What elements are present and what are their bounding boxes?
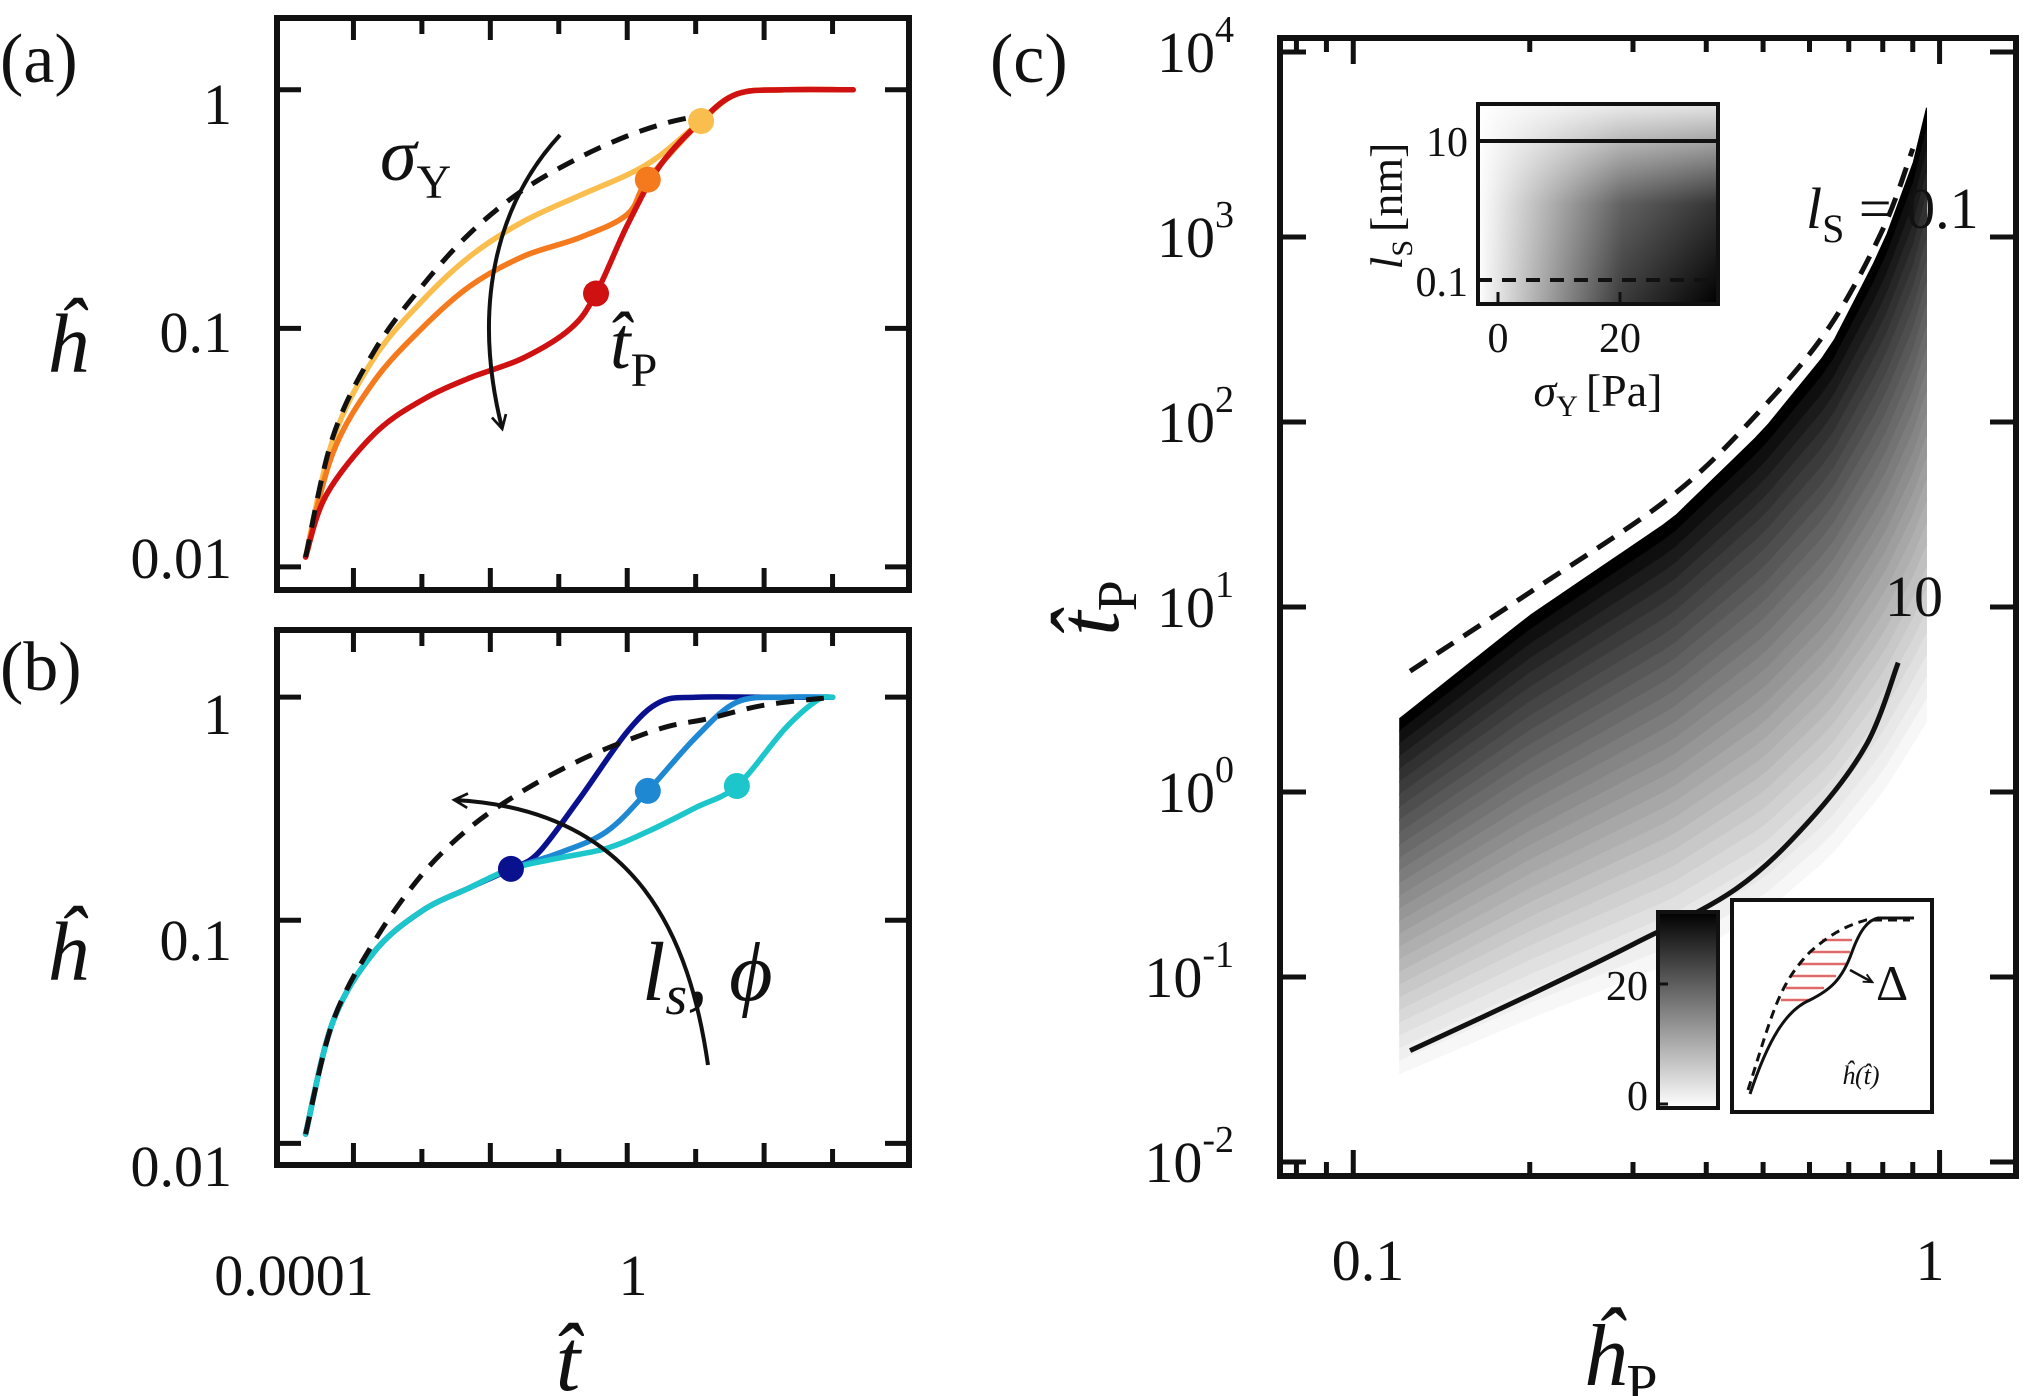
panel-c-ylabel: t̂P — [1041, 580, 1149, 636]
inset-top-ytick-0-1: 0.1 — [1416, 260, 1469, 306]
panel-c-xtick-0-1: 0.1 — [1332, 1228, 1405, 1293]
panel-b-marker-3 — [723, 772, 750, 799]
panel-c-ytick-label: 103 — [1157, 194, 1234, 270]
panel-c-plot-area — [1399, 107, 1927, 1075]
panel-b: (b) 1 0.1 0.01 ĥ 0.0001 1 t̂ ls, ϕ — [0, 627, 912, 1396]
panel-a-frame — [274, 15, 912, 593]
panel-c-ytick-labels: 104 103 102 101 100 10-1 10-2 — [1144, 9, 1234, 1195]
panel-a-sigma-arrow — [487, 133, 562, 428]
panel-b-xtick-1: 1 — [619, 1243, 648, 1308]
inset-top-ytick-10: 10 — [1426, 120, 1468, 166]
panel-c-line-ls-10 — [1409, 661, 1901, 1053]
panel-a-ytick-0-01: 0.01 — [131, 526, 233, 591]
panel-b-series-1 — [302, 694, 836, 1137]
panel-c-colorbar: 20 0 — [1606, 910, 1720, 1120]
inset-top-xtick-20: 20 — [1599, 316, 1641, 362]
inset-top-shading-overlay — [1478, 104, 1718, 304]
panel-a-ytick-1: 1 — [203, 72, 232, 137]
panel-c-curve-label-ls-0-1: lS = 0.1 — [1806, 176, 1979, 251]
panel-c-line-ls-0-1 — [1408, 147, 1916, 674]
panel-c-xtick-1: 1 — [1916, 1228, 1945, 1293]
schematic-arrow — [1849, 968, 1872, 982]
panel-c-inset-ls-vs-sigma: 0 20 10 0.1 σY [Pa] lS[nm] — [1361, 102, 1720, 423]
panel-c-band-strip — [1399, 697, 1927, 1075]
panel-b-arrow-label: ls, ϕ — [642, 926, 773, 1027]
panel-b-ytick-0-01: 0.01 — [131, 1134, 233, 1199]
panel-b-reference-dashed — [303, 694, 833, 1135]
panel-a-reference-dashed — [303, 113, 702, 558]
schematic-dashed-curve — [1746, 918, 1910, 1091]
panel-b-frame — [274, 627, 912, 1168]
schematic-delta-label: Δ — [1876, 955, 1908, 1011]
panel-b-marker-1 — [497, 855, 524, 882]
panel-b-ylabel: ĥ — [46, 905, 89, 999]
inset-top-xtick-0: 0 — [1488, 316, 1509, 362]
colorbar-tick-0: 0 — [1627, 1074, 1648, 1120]
panel-b-xtick-0-0001: 0.0001 — [214, 1243, 374, 1308]
panel-b-plot-area — [302, 694, 836, 1137]
panel-a-arrow-label: σY — [380, 115, 451, 209]
inset-top-frame — [1476, 102, 1720, 306]
panel-b-ticks — [277, 630, 909, 1165]
panel-b-label: (b) — [0, 629, 82, 706]
panel-c-ticks — [1280, 38, 2016, 1176]
panel-a-ticks — [277, 18, 909, 590]
panel-a: (a) 1 0.1 0.01 ĥ σY t̂P — [0, 15, 912, 593]
panel-c-ytick-label: 104 — [1157, 9, 1234, 85]
panel-b-series-2 — [302, 694, 836, 1137]
panel-a-label: (a) — [0, 21, 78, 98]
panel-b-xlabel: t̂ — [556, 1313, 584, 1396]
panel-a-plot-area — [302, 86, 856, 560]
panel-a-ytick-0-1: 0.1 — [160, 300, 233, 365]
colorbar-gradient — [1656, 910, 1720, 1110]
panel-c-ytick-label: 100 — [1157, 749, 1234, 825]
panel-c-curve-label-10: 10 — [1885, 564, 1943, 629]
panel-c-ytick-label: 102 — [1157, 379, 1234, 455]
panel-a-marker-3 — [583, 280, 610, 307]
schematic-solid-curve — [1748, 916, 1914, 1095]
panel-c-ytick-label: 10-2 — [1144, 1119, 1234, 1195]
colorbar-tick-20: 20 — [1606, 964, 1648, 1010]
panel-a-marker-label: t̂P — [610, 303, 657, 397]
panel-c-ytick-label: 101 — [1157, 564, 1234, 640]
panel-a-marker-2 — [634, 166, 661, 193]
panel-c-inset-schematic: Δ ĥ(t̂) — [1730, 898, 1934, 1114]
panel-b-marker-2 — [634, 777, 661, 804]
schematic-hatch — [1781, 938, 1852, 1002]
panel-b-ytick-0-1: 0.1 — [160, 908, 233, 973]
panel-b-ytick-1: 1 — [203, 682, 232, 747]
panel-c-label: (c) — [990, 21, 1068, 98]
inset-top-xlabel: σY [Pa] — [1534, 365, 1663, 423]
panel-a-ylabel: ĥ — [46, 297, 89, 391]
schematic-curve-label: ĥ(t̂) — [1842, 1061, 1880, 1090]
panel-b-ls-arrow — [455, 800, 710, 1066]
panel-c-ytick-label: 10-1 — [1144, 934, 1234, 1010]
inset-top-ylabel: lS[nm] — [1361, 143, 1419, 270]
panel-a-series-3 — [302, 86, 856, 560]
panel-c-xlabel: ĥP — [1582, 1306, 1657, 1396]
panel-b-series-3 — [302, 694, 836, 1137]
panel-a-marker-1 — [688, 108, 715, 135]
